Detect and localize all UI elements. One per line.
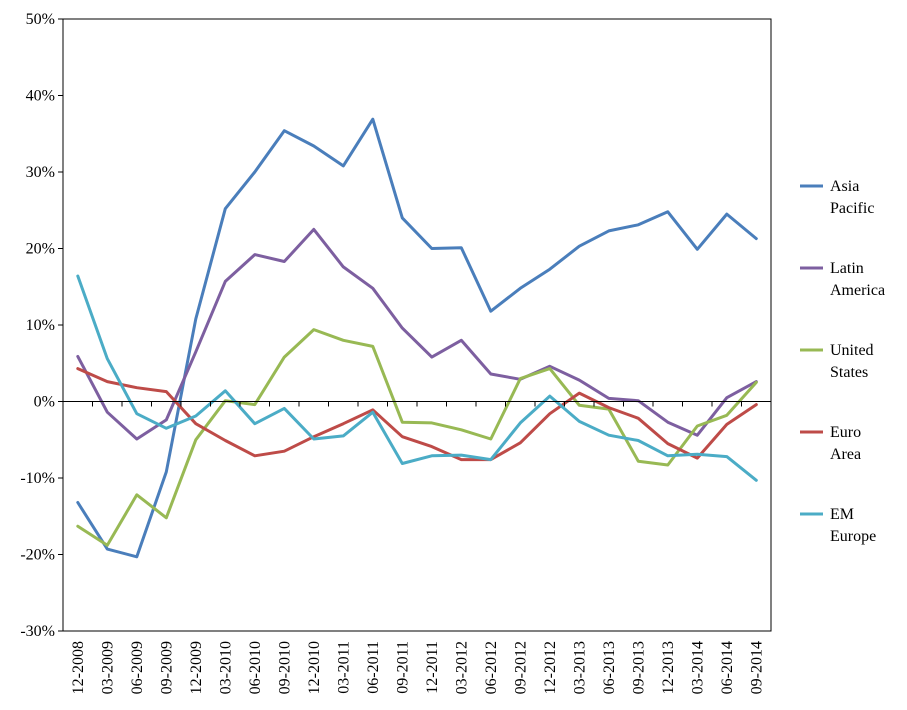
x-tick-label: 03-2013 bbox=[571, 641, 588, 694]
y-tick-label: -30% bbox=[20, 623, 55, 640]
x-tick-label: 06-2010 bbox=[247, 641, 264, 694]
x-tick-label: 12-2012 bbox=[542, 641, 559, 694]
x-axis-tick-labels: 12-2008 03-2009 06-2009 09-2009 12-2009 03-20… bbox=[70, 641, 766, 694]
x-tick-label: 03-2010 bbox=[217, 641, 234, 694]
x-tick-label: 09-2011 bbox=[394, 641, 411, 694]
y-tick-label: -20% bbox=[20, 547, 55, 564]
legend-label: Latin bbox=[830, 260, 864, 277]
series-line-united-states bbox=[76, 328, 758, 547]
legend: Asia Pacific Latin America United States Euro A… bbox=[800, 178, 885, 545]
x-tick-label: 12-2013 bbox=[660, 641, 677, 694]
x-tick-label: 09-2013 bbox=[630, 641, 647, 694]
legend-label: Europe bbox=[830, 528, 876, 545]
x-tick-label: 12-2010 bbox=[306, 641, 323, 694]
legend-label: Euro bbox=[830, 424, 861, 441]
y-tick-label: 50% bbox=[26, 11, 55, 28]
y-tick-label: -10% bbox=[20, 470, 55, 487]
plot-area-frame bbox=[62, 18, 772, 632]
x-tick-label: 03-2011 bbox=[335, 641, 352, 694]
x-tick-label: 12-2009 bbox=[188, 641, 205, 694]
series-line-latin-america bbox=[76, 227, 758, 441]
legend-label: Area bbox=[830, 446, 861, 463]
legend-label: Asia bbox=[830, 178, 859, 195]
legend-label: EM bbox=[830, 506, 854, 523]
x-tick-label: 12-2011 bbox=[424, 641, 441, 694]
y-tick-label: 30% bbox=[26, 164, 55, 181]
series-line-asia-pacific bbox=[76, 117, 758, 559]
x-tick-label: 09-2012 bbox=[512, 641, 529, 694]
x-tick-label: 12-2008 bbox=[70, 641, 87, 694]
series-line-em-europe bbox=[76, 274, 758, 482]
x-tick-label: 06-2011 bbox=[365, 641, 382, 694]
x-tick-label: 06-2013 bbox=[601, 641, 618, 694]
x-tick-label: 03-2009 bbox=[99, 641, 116, 694]
series-lines bbox=[76, 117, 758, 559]
y-tick-label: 40% bbox=[26, 88, 55, 105]
y-axis-ticks bbox=[58, 18, 63, 632]
x-tick-label: 03-2012 bbox=[453, 641, 470, 694]
x-tick-label: 06-2009 bbox=[129, 641, 146, 694]
x-axis-ticks bbox=[62, 401, 772, 407]
y-tick-label: 10% bbox=[26, 317, 55, 334]
x-tick-label: 09-2010 bbox=[276, 641, 293, 694]
y-tick-label: 20% bbox=[26, 241, 55, 258]
x-tick-label: 09-2009 bbox=[158, 641, 175, 694]
legend-label: States bbox=[830, 364, 868, 381]
legend-label: United bbox=[830, 342, 874, 359]
y-axis-tick-labels: -30% -20% -10% 0% 10% 20% 30% 40% 50% bbox=[20, 11, 55, 640]
legend-label: America bbox=[830, 282, 885, 299]
legend-label: Pacific bbox=[830, 200, 874, 217]
x-tick-label: 06-2012 bbox=[483, 641, 500, 694]
x-tick-label: 06-2014 bbox=[719, 641, 736, 694]
x-tick-label: 09-2014 bbox=[748, 641, 765, 694]
y-tick-label: 0% bbox=[34, 394, 55, 411]
x-tick-label: 03-2014 bbox=[689, 641, 706, 694]
